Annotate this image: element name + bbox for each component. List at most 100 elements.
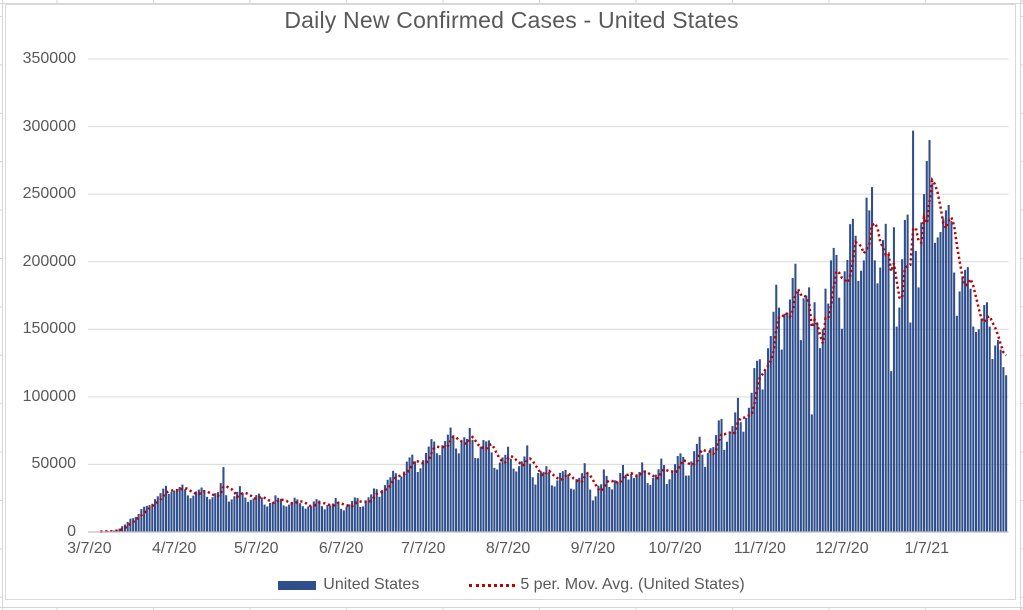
bar[interactable] bbox=[961, 277, 964, 532]
bar[interactable] bbox=[638, 472, 641, 532]
bar[interactable] bbox=[304, 508, 307, 532]
bar[interactable] bbox=[372, 488, 375, 532]
bar[interactable] bbox=[742, 431, 745, 532]
bar[interactable] bbox=[736, 397, 739, 532]
bar[interactable] bbox=[1002, 367, 1005, 532]
bar[interactable] bbox=[189, 498, 192, 532]
bar[interactable] bbox=[597, 485, 600, 532]
bar[interactable] bbox=[895, 326, 898, 532]
bar[interactable] bbox=[154, 499, 157, 532]
bar[interactable] bbox=[627, 479, 630, 532]
bar[interactable] bbox=[539, 471, 542, 532]
bar[interactable] bbox=[624, 474, 627, 532]
bar[interactable] bbox=[233, 496, 236, 532]
bar[interactable] bbox=[613, 480, 616, 532]
bar[interactable] bbox=[175, 488, 178, 532]
bar[interactable] bbox=[972, 326, 975, 532]
bar[interactable] bbox=[849, 224, 852, 532]
bar[interactable] bbox=[821, 329, 824, 532]
bar[interactable] bbox=[608, 487, 611, 532]
bar[interactable] bbox=[786, 313, 789, 532]
bar[interactable] bbox=[490, 452, 493, 532]
bar[interactable] bbox=[865, 197, 868, 532]
bar[interactable] bbox=[367, 497, 370, 532]
bar[interactable] bbox=[832, 247, 835, 532]
bar[interactable] bbox=[564, 469, 567, 532]
bar[interactable] bbox=[219, 483, 222, 532]
bar[interactable] bbox=[504, 454, 507, 532]
bar[interactable] bbox=[706, 453, 709, 532]
bar[interactable] bbox=[903, 219, 906, 532]
bar[interactable] bbox=[632, 478, 635, 532]
bar[interactable] bbox=[118, 528, 121, 532]
bar[interactable] bbox=[654, 474, 657, 532]
bar[interactable] bbox=[693, 451, 696, 532]
bar[interactable] bbox=[424, 452, 427, 532]
bar[interactable] bbox=[983, 304, 986, 532]
bar[interactable] bbox=[463, 437, 466, 532]
bar[interactable] bbox=[777, 307, 781, 532]
bar[interactable] bbox=[258, 493, 261, 532]
bar[interactable] bbox=[293, 497, 296, 532]
bar[interactable] bbox=[517, 466, 521, 532]
bar[interactable] bbox=[712, 447, 715, 532]
bar[interactable] bbox=[605, 475, 608, 532]
bar[interactable] bbox=[589, 489, 592, 532]
bar[interactable] bbox=[975, 331, 978, 532]
bar[interactable] bbox=[315, 499, 318, 532]
bar[interactable] bbox=[370, 494, 373, 532]
bar[interactable] bbox=[829, 260, 833, 532]
bar[interactable] bbox=[381, 490, 384, 532]
bar[interactable] bbox=[479, 446, 482, 532]
bar[interactable] bbox=[364, 500, 367, 532]
bar[interactable] bbox=[873, 260, 876, 532]
bar[interactable] bbox=[556, 480, 559, 532]
bar[interactable] bbox=[594, 496, 597, 532]
bar[interactable] bbox=[753, 368, 756, 532]
bar[interactable] bbox=[288, 504, 291, 532]
bar[interactable] bbox=[359, 506, 362, 532]
bar[interactable] bbox=[528, 463, 531, 532]
bar[interactable] bbox=[709, 448, 712, 532]
bar[interactable] bbox=[348, 504, 351, 532]
bar[interactable] bbox=[920, 222, 923, 532]
bar[interactable] bbox=[156, 496, 159, 532]
bar[interactable] bbox=[690, 461, 693, 532]
bar[interactable] bbox=[890, 371, 893, 532]
bar[interactable] bbox=[452, 435, 455, 532]
bar[interactable] bbox=[939, 231, 942, 533]
bar[interactable] bbox=[389, 477, 392, 532]
bar[interactable] bbox=[446, 434, 449, 532]
bar[interactable] bbox=[887, 254, 890, 532]
bar[interactable] bbox=[208, 499, 211, 532]
bar[interactable] bbox=[734, 412, 737, 532]
bar[interactable] bbox=[862, 260, 865, 532]
bar[interactable] bbox=[137, 513, 140, 532]
bar[interactable] bbox=[783, 313, 786, 532]
bar[interactable] bbox=[745, 417, 748, 532]
bar[interactable] bbox=[881, 240, 885, 532]
bar[interactable] bbox=[715, 435, 718, 532]
bar[interactable] bbox=[591, 500, 594, 532]
bar[interactable] bbox=[466, 438, 469, 532]
bar[interactable] bbox=[334, 497, 337, 532]
bar[interactable] bbox=[643, 470, 646, 532]
bar[interactable] bbox=[665, 484, 668, 532]
bar[interactable] bbox=[397, 479, 400, 532]
bar[interactable] bbox=[788, 299, 791, 532]
bar[interactable] bbox=[271, 502, 274, 532]
bar[interactable] bbox=[780, 349, 783, 532]
bar[interactable] bbox=[901, 259, 904, 532]
bar[interactable] bbox=[928, 140, 931, 532]
bar[interactable] bbox=[854, 235, 857, 532]
bar[interactable] bbox=[728, 432, 731, 532]
bar[interactable] bbox=[170, 492, 173, 532]
bar[interactable] bbox=[162, 488, 165, 532]
bar[interactable] bbox=[375, 489, 378, 532]
bar[interactable] bbox=[611, 489, 614, 532]
bar[interactable] bbox=[619, 472, 622, 532]
bar[interactable] bbox=[181, 484, 184, 532]
bar[interactable] bbox=[840, 328, 843, 532]
bar[interactable] bbox=[534, 484, 537, 532]
bar[interactable] bbox=[772, 311, 775, 532]
